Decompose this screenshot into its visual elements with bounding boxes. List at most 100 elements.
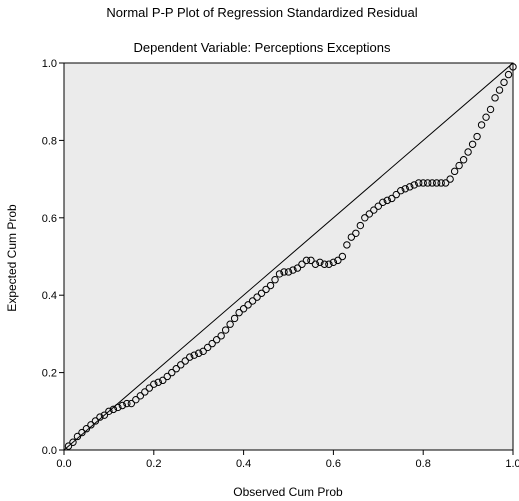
data-point [100, 411, 109, 419]
data-point [325, 260, 333, 268]
data-point [464, 148, 472, 156]
data-point [298, 260, 306, 268]
data-point [154, 378, 162, 386]
data-point [437, 179, 445, 187]
y-axis-ticks: 0.0 0.2 0.4 0.6 0.8 1.0 [42, 58, 64, 457]
data-point [127, 399, 136, 408]
data-point [105, 407, 113, 415]
y-tick-label: 0.8 [42, 135, 57, 147]
data-point [415, 179, 423, 187]
data-point [356, 221, 365, 230]
data-points [64, 63, 517, 450]
data-point [163, 372, 171, 381]
data-point [275, 270, 284, 278]
data-point [370, 206, 378, 214]
data-point [69, 438, 77, 446]
data-point [181, 357, 189, 365]
data-point [482, 113, 490, 121]
chart-subtitle: Dependent Variable: Perceptions Exceptio… [133, 40, 391, 55]
data-point [459, 156, 468, 164]
data-point [253, 293, 261, 301]
data-point [168, 368, 176, 377]
data-point [118, 401, 127, 410]
data-point [406, 183, 414, 191]
data-point [311, 260, 320, 268]
data-point [388, 194, 396, 203]
data-point [91, 417, 100, 425]
data-point [307, 256, 315, 265]
data-point [195, 349, 203, 357]
data-point [504, 70, 513, 79]
data-point [159, 376, 167, 385]
data-point [486, 105, 495, 114]
data-point [352, 229, 360, 237]
data-point [495, 86, 504, 94]
data-point [239, 305, 248, 313]
data-point [316, 258, 324, 267]
data-point [491, 94, 499, 102]
data-point [379, 198, 387, 207]
data-point [361, 214, 369, 222]
x-tick-label: 1.0 [505, 458, 519, 470]
data-point [114, 403, 122, 412]
data-point [468, 140, 477, 148]
data-point [235, 308, 243, 317]
reference-line [63, 62, 514, 451]
data-point [212, 336, 221, 344]
data-point [428, 179, 436, 187]
data-point [450, 167, 459, 176]
data-point [266, 281, 275, 290]
data-point [280, 268, 288, 276]
data-point [203, 343, 212, 352]
y-tick-label: 0.0 [42, 445, 57, 457]
data-point [347, 233, 356, 241]
data-point [82, 425, 91, 433]
data-point [226, 320, 234, 328]
data-point [186, 353, 194, 361]
x-tick-label: 0.8 [416, 458, 431, 470]
data-point [432, 179, 441, 187]
chart-title: Normal P-P Plot of Regression Standardiz… [106, 5, 417, 20]
data-point [392, 190, 400, 199]
data-point [244, 301, 252, 309]
data-point [441, 179, 450, 187]
data-point [262, 285, 270, 294]
data-point [141, 388, 149, 396]
data-point [87, 421, 95, 429]
data-point [500, 78, 508, 87]
data-point [455, 161, 463, 170]
data-point [199, 347, 207, 356]
data-point [172, 365, 180, 373]
data-point [64, 442, 73, 450]
data-point [230, 314, 239, 323]
data-point [217, 332, 225, 340]
data-point [473, 132, 481, 141]
data-point [477, 121, 486, 129]
data-point [289, 266, 297, 274]
data-point [338, 252, 347, 261]
data-point [446, 175, 454, 183]
x-tick-label: 0.0 [56, 458, 71, 470]
data-point [284, 268, 293, 276]
y-tick-label: 0.4 [42, 290, 57, 302]
data-point [145, 384, 154, 392]
x-axis-ticks: 0.0 0.2 0.4 0.6 0.8 1.0 [56, 450, 519, 470]
data-point [329, 258, 338, 267]
data-point [343, 241, 351, 249]
data-point [410, 181, 418, 189]
y-tick-label: 0.6 [42, 213, 57, 225]
y-axis-label: Expected Cum Prob [5, 204, 19, 312]
data-point [302, 256, 311, 265]
data-point [96, 413, 104, 421]
data-point [320, 260, 329, 268]
data-point [208, 339, 216, 348]
data-point [397, 187, 405, 195]
data-point [109, 405, 118, 414]
data-point [73, 432, 82, 441]
x-axis-label: Observed Cum Prob [233, 485, 343, 499]
data-point [177, 361, 185, 369]
data-point [136, 392, 145, 400]
data-point [423, 179, 432, 187]
data-point [293, 264, 302, 272]
